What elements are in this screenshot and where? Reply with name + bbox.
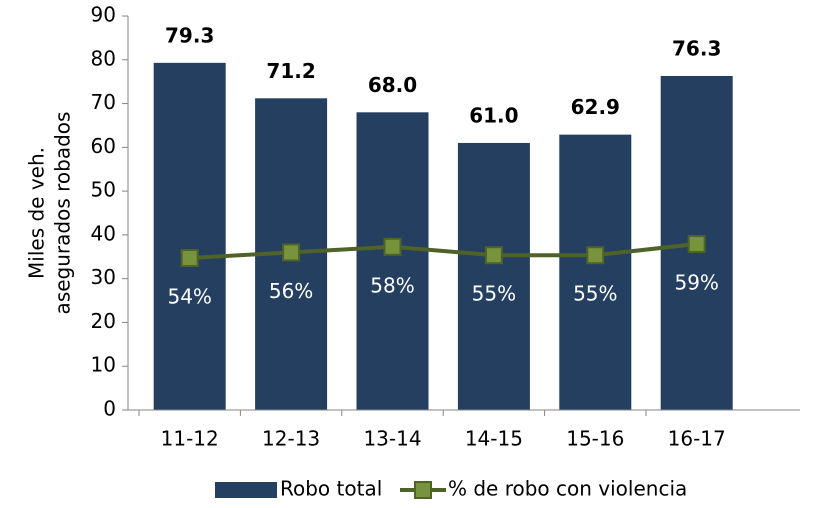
bar [457, 142, 530, 410]
line-value-label: 55% [573, 282, 617, 306]
line-marker [383, 237, 402, 256]
y-tick-label: 0 [103, 397, 116, 421]
line-marker [180, 249, 199, 268]
y-tick-label: 70 [91, 90, 116, 114]
y-tick-label: 50 [91, 178, 116, 202]
line-value-label: 55% [472, 282, 516, 306]
x-tick-label: 14-15 [465, 427, 523, 451]
y-tick-label: 20 [91, 309, 116, 333]
legend-marker [414, 481, 432, 499]
y-tick-label: 40 [91, 221, 116, 245]
bar-value-label: 71.2 [266, 59, 315, 83]
x-tick-label: 11-12 [161, 427, 219, 451]
y-tick-label: 30 [91, 265, 116, 289]
line [189, 241, 697, 261]
bar-value-label: 61.0 [469, 103, 518, 127]
bar [153, 62, 226, 410]
bar-value-label: 68.0 [368, 73, 417, 97]
bar-value-label: 79.3 [165, 23, 214, 47]
line-value-label: 54% [167, 285, 211, 309]
bar-value-label: 62.9 [571, 95, 620, 119]
y-tick-label: 60 [91, 134, 116, 158]
line-value-label: 56% [269, 279, 313, 303]
line-marker [484, 246, 503, 265]
line-value-label: 58% [370, 273, 414, 297]
bar-value-label: 76.3 [672, 36, 721, 60]
bar [356, 112, 429, 411]
y-axis-label: asegurados robados [51, 112, 75, 315]
y-tick-label: 80 [91, 46, 116, 70]
y-tick-label: 90 [91, 3, 116, 27]
line-marker [687, 234, 706, 253]
line-marker [282, 243, 301, 262]
x-tick-label: 13-14 [363, 427, 421, 451]
x-tick-label: 12-13 [262, 427, 320, 451]
legend-label: Robo total [280, 477, 382, 501]
legend-swatch [215, 482, 277, 498]
line-value-label: 59% [674, 270, 718, 294]
x-tick-label: 16-17 [668, 427, 726, 451]
line-marker [586, 246, 605, 265]
y-axis-label: Miles de veh. [25, 147, 49, 279]
legend-label: % de robo con violencia [448, 477, 687, 501]
bar [559, 134, 632, 411]
y-tick-label: 10 [91, 353, 116, 377]
x-tick-label: 15-16 [566, 427, 624, 451]
